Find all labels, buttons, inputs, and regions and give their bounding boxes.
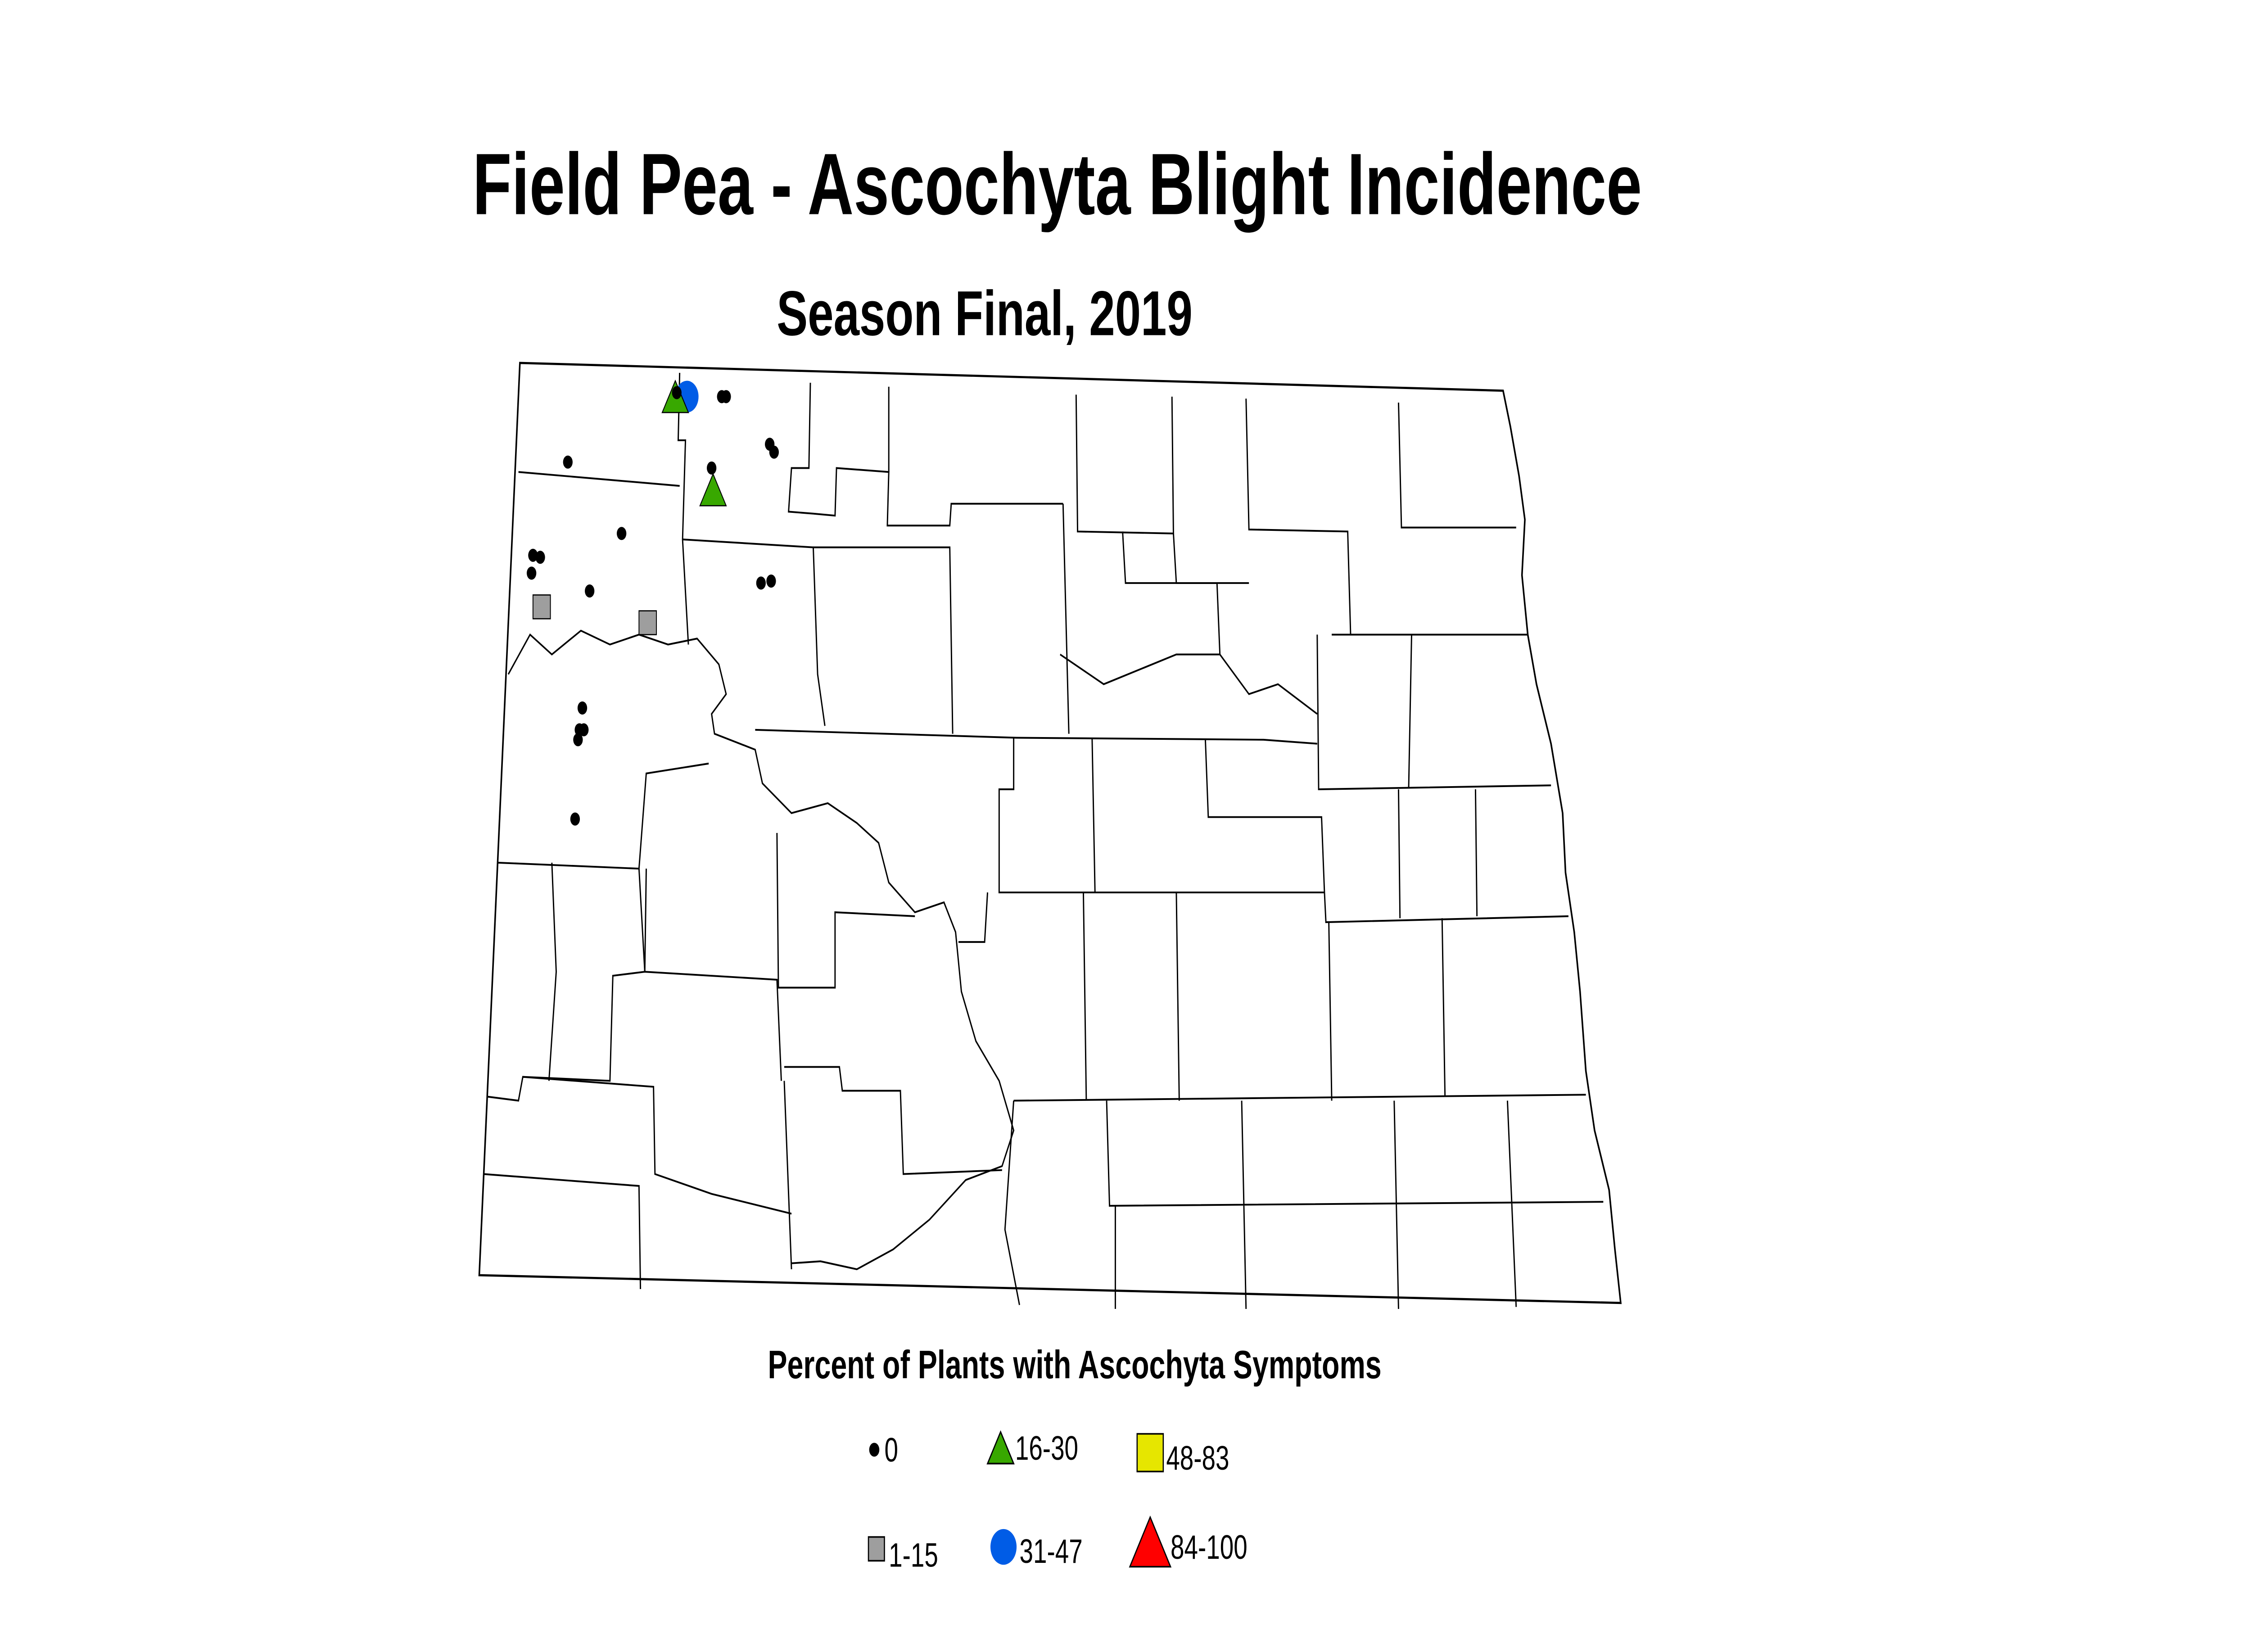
survey-site-markers xyxy=(527,379,779,826)
north-dakota-map xyxy=(478,362,1622,1309)
legend-label-1-15: 1-15 xyxy=(889,1536,938,1574)
legend-symbol-31-47 xyxy=(990,1529,1017,1565)
site-marker-1-15 xyxy=(638,610,657,635)
county-boundaries xyxy=(484,372,1604,1309)
legend-symbol-1-15 xyxy=(868,1536,885,1562)
site-marker-1-15 xyxy=(532,594,551,620)
site-marker-0 xyxy=(528,548,538,562)
site-marker-0 xyxy=(617,527,627,540)
legend-symbol-0 xyxy=(869,1443,880,1457)
site-marker-0 xyxy=(672,386,682,399)
state-outline xyxy=(478,362,1622,1304)
site-marker-0 xyxy=(527,566,537,580)
legend-label-48-83: 48-83 xyxy=(1166,1439,1229,1476)
site-marker-16-30 xyxy=(699,472,727,507)
site-marker-0 xyxy=(769,445,779,459)
site-marker-0 xyxy=(535,551,545,564)
site-marker-0 xyxy=(585,584,595,598)
legend-label-31-47: 31-47 xyxy=(1020,1532,1083,1570)
legend-title: Percent of Plants with Ascochyta Symptom… xyxy=(768,1343,1382,1387)
legend-label-16-30: 16-30 xyxy=(1015,1429,1078,1466)
map-title: Field Pea - Ascochyta Blight Incidence xyxy=(473,135,1642,233)
site-marker-0 xyxy=(577,701,588,715)
site-marker-0 xyxy=(756,576,766,590)
site-marker-0 xyxy=(766,575,776,588)
legend-symbol-84-100 xyxy=(1129,1515,1172,1568)
site-marker-0 xyxy=(707,461,717,475)
legend-symbol-16-30 xyxy=(986,1430,1015,1465)
site-marker-0 xyxy=(579,723,589,737)
site-marker-0 xyxy=(573,733,583,747)
site-marker-0 xyxy=(721,390,731,403)
map-subtitle: Season Final, 2019 xyxy=(777,278,1193,349)
legend-symbol-48-83 xyxy=(1136,1433,1164,1472)
site-marker-0 xyxy=(570,812,580,826)
legend-label-84-100: 84-100 xyxy=(1171,1529,1248,1566)
site-marker-0 xyxy=(563,455,573,469)
legend-label-0: 0 xyxy=(885,1431,898,1469)
legend: 0 1-15 16-30 31-47 48-83 84-100 xyxy=(868,1429,1248,1574)
